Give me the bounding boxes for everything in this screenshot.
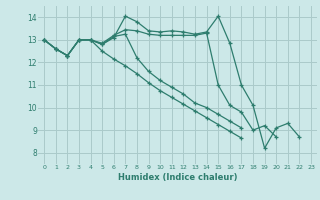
- X-axis label: Humidex (Indice chaleur): Humidex (Indice chaleur): [118, 173, 237, 182]
